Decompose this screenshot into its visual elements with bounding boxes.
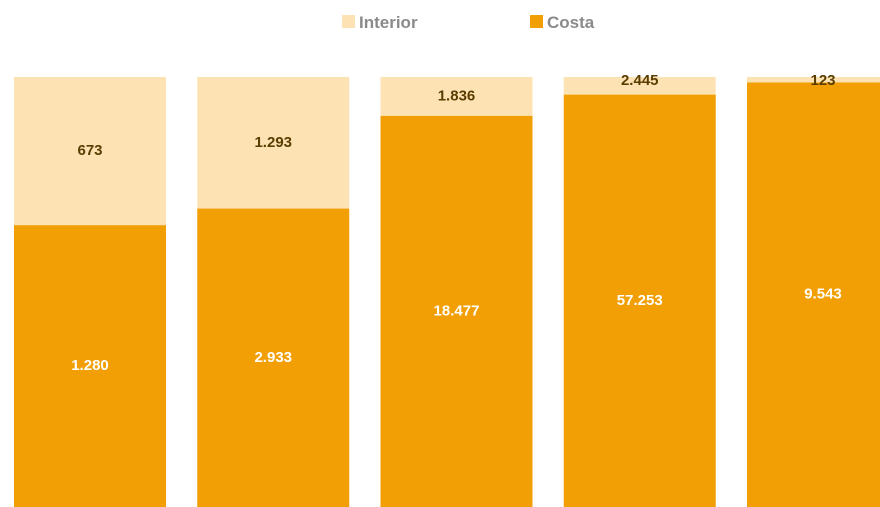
bar-interior-2 (197, 77, 350, 209)
bar-interior-3 (380, 77, 533, 116)
bar-costa-3 (380, 115, 533, 507)
label-costa-5: 9.543 (804, 286, 842, 303)
label-interior-5: 123 (810, 72, 835, 89)
legend-swatch-interior (342, 15, 355, 28)
label-interior-3: 1.836 (438, 87, 476, 104)
label-costa-3: 18.477 (434, 302, 480, 319)
label-costa-4: 57.253 (617, 292, 663, 309)
bar-interior-4 (563, 77, 716, 95)
bar-costa-1 (14, 225, 166, 507)
bar-costa-2 (197, 208, 350, 507)
bars-group (14, 77, 880, 507)
data-labels-group: 673 1.280 1.293 2.933 1.836 18.477 2.445 57.253… (71, 72, 842, 374)
label-interior-4: 2.445 (621, 72, 659, 89)
legend-label-interior: Interior (359, 13, 418, 32)
label-costa-1: 1.280 (71, 357, 109, 374)
bar-costa-5 (747, 82, 880, 507)
legend-label-costa: Costa (547, 13, 595, 32)
label-interior-1: 673 (77, 142, 102, 159)
legend: Interior Costa (342, 13, 595, 32)
bar-interior-1 (14, 77, 166, 226)
label-costa-2: 2.933 (254, 349, 292, 366)
legend-swatch-costa (530, 15, 543, 28)
label-interior-2: 1.293 (254, 134, 292, 151)
bar-costa-4 (563, 94, 716, 507)
bar-interior-5 (747, 77, 880, 83)
